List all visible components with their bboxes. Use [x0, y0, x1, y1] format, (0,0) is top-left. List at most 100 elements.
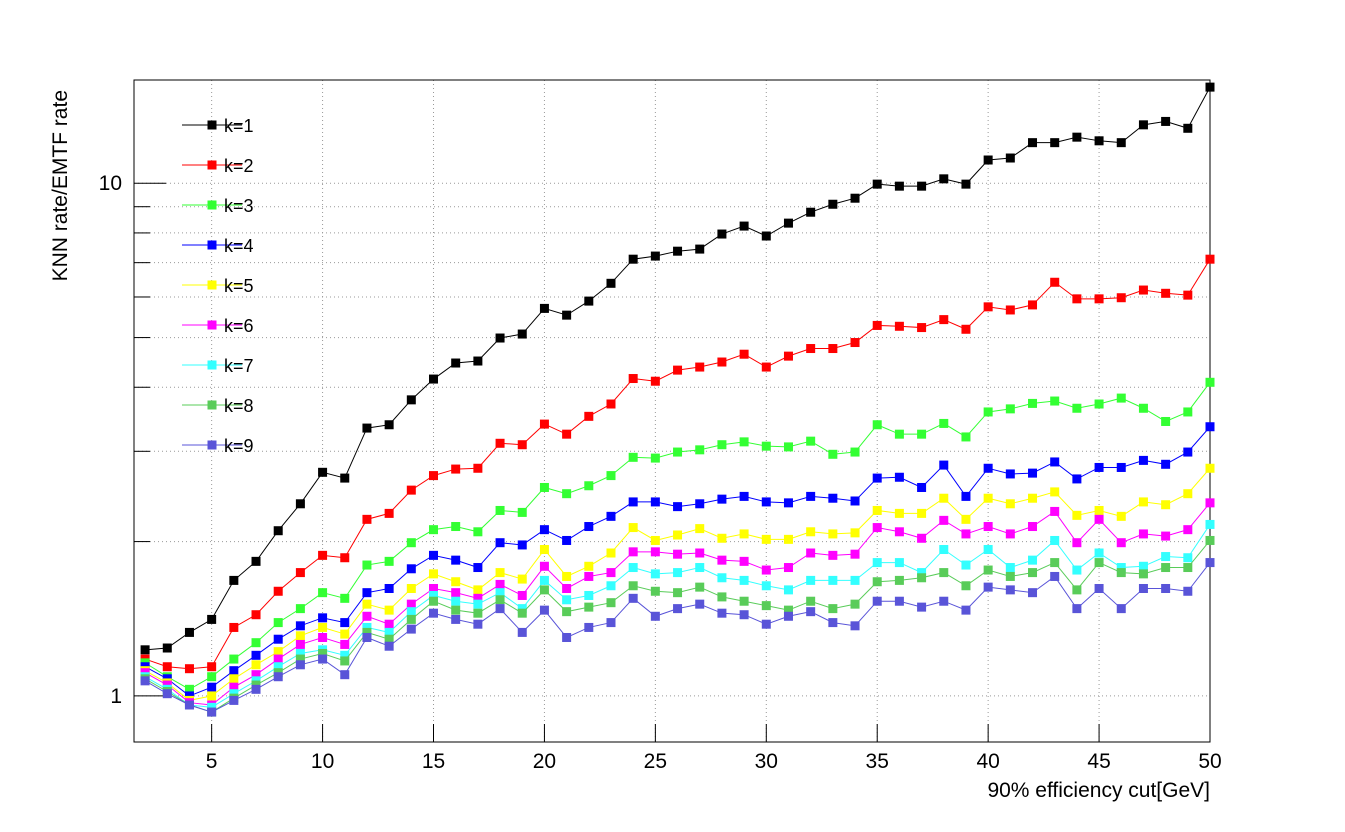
point — [1072, 132, 1082, 142]
point — [362, 588, 372, 598]
point — [295, 499, 305, 509]
point — [939, 493, 949, 503]
point — [251, 556, 261, 566]
point — [961, 560, 971, 570]
point — [539, 303, 549, 313]
point — [1094, 294, 1104, 304]
point — [673, 530, 683, 540]
point — [983, 582, 993, 592]
point — [1205, 254, 1215, 264]
point — [650, 453, 660, 463]
point — [1183, 123, 1193, 133]
point — [429, 590, 439, 600]
point — [562, 607, 572, 617]
point — [1094, 514, 1104, 524]
point — [806, 436, 816, 446]
point — [1161, 583, 1171, 593]
point — [473, 599, 483, 609]
point — [850, 447, 860, 457]
point — [1183, 563, 1193, 573]
point — [184, 664, 194, 674]
point — [1116, 138, 1126, 148]
point — [828, 493, 838, 503]
point — [1183, 525, 1193, 535]
point — [961, 514, 971, 524]
point — [850, 621, 860, 631]
point — [539, 561, 549, 571]
point — [806, 527, 816, 537]
point — [1116, 293, 1126, 303]
y-tick-label: 1 — [110, 685, 122, 708]
point — [1161, 552, 1171, 562]
legend-marker — [207, 400, 217, 410]
point — [451, 577, 461, 587]
point — [761, 619, 771, 629]
point — [739, 529, 749, 539]
legend-marker — [207, 320, 217, 330]
point — [761, 581, 771, 591]
point — [517, 329, 527, 339]
point — [806, 596, 816, 606]
point — [318, 648, 328, 658]
point — [1116, 538, 1126, 548]
point — [695, 563, 705, 573]
point — [584, 590, 594, 600]
point — [539, 575, 549, 585]
point — [650, 535, 660, 545]
x-axis-label: 90% efficiency cut[GeV] — [987, 779, 1210, 802]
point — [584, 571, 594, 581]
legend-label: k=1 — [224, 116, 254, 136]
point — [384, 619, 394, 629]
point — [806, 575, 816, 585]
legend-marker — [207, 200, 217, 210]
point — [717, 494, 727, 504]
point — [162, 643, 172, 653]
point — [1005, 585, 1015, 595]
point — [584, 481, 594, 491]
point — [1138, 569, 1148, 579]
point — [473, 593, 483, 603]
point — [872, 473, 882, 483]
point — [229, 654, 239, 664]
point — [406, 624, 416, 634]
point — [939, 596, 949, 606]
point — [451, 614, 461, 624]
point — [1050, 138, 1060, 148]
point — [961, 491, 971, 501]
point — [295, 631, 305, 641]
point — [340, 670, 350, 680]
point — [362, 622, 372, 632]
point — [850, 599, 860, 609]
point — [673, 447, 683, 457]
point — [828, 344, 838, 354]
point — [739, 221, 749, 231]
point — [628, 452, 638, 462]
point — [517, 507, 527, 517]
point — [495, 595, 505, 605]
point — [429, 471, 439, 481]
point — [273, 526, 283, 536]
point — [606, 568, 616, 578]
point — [362, 599, 372, 609]
point — [961, 581, 971, 591]
point — [783, 534, 793, 544]
point — [184, 627, 194, 637]
point — [628, 497, 638, 507]
point — [606, 399, 616, 409]
legend-label: k=9 — [224, 436, 254, 456]
point — [828, 550, 838, 560]
point — [695, 599, 705, 609]
point — [340, 650, 350, 660]
point — [1072, 604, 1082, 614]
point — [539, 525, 549, 535]
point — [894, 508, 904, 518]
point — [1183, 290, 1193, 300]
point — [251, 660, 261, 670]
point — [606, 278, 616, 288]
point — [961, 432, 971, 442]
point — [1028, 468, 1038, 478]
point — [1183, 489, 1193, 499]
point — [673, 365, 683, 375]
point — [517, 627, 527, 637]
